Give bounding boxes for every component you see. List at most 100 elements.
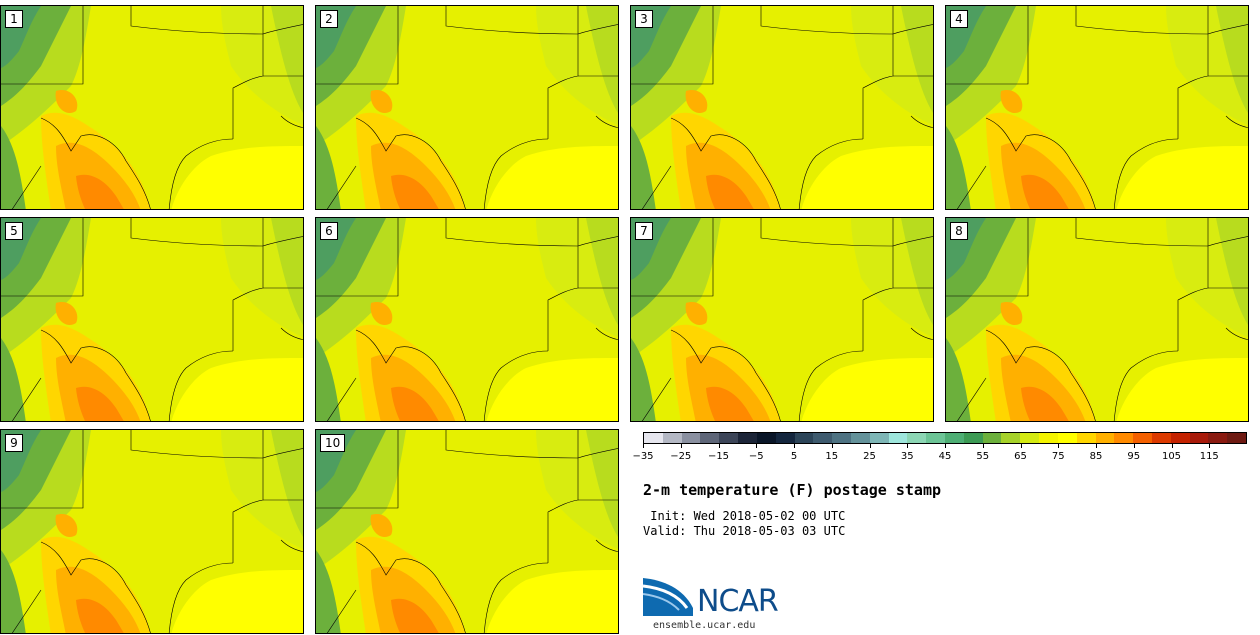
colorbar-tick bbox=[982, 444, 984, 448]
colorbar-swatch bbox=[1151, 433, 1171, 443]
temperature-map bbox=[631, 218, 933, 421]
colorbar-swatch bbox=[907, 433, 927, 443]
colorbar-swatch bbox=[681, 433, 701, 443]
colorbar-tick bbox=[831, 444, 833, 448]
colorbar-swatch bbox=[700, 433, 720, 443]
colorbar-ticks: −35 −25 −15 −5 5 15 25 35 45 55 65 75 85 95 105 115 bbox=[632, 444, 1247, 466]
temperature-map bbox=[316, 430, 618, 633]
temperature-map bbox=[1, 430, 303, 633]
temperature-colorbar bbox=[643, 432, 1247, 444]
colorbar-tick bbox=[907, 444, 909, 448]
colorbar-swatch bbox=[926, 433, 945, 443]
colorbar-tick bbox=[1096, 444, 1097, 448]
colorbar-swatch bbox=[738, 433, 757, 443]
init-time: Init: Wed 2018-05-02 00 UTC bbox=[643, 509, 846, 523]
colorbar-tick-label: 85 bbox=[1089, 451, 1103, 462]
member-label: 3 bbox=[635, 10, 653, 28]
colorbar-swatch bbox=[888, 433, 908, 443]
colorbar-swatch bbox=[1076, 433, 1096, 443]
colorbar-tick-label: −25 bbox=[670, 451, 692, 462]
colorbar-swatch bbox=[1001, 433, 1021, 443]
colorbar-tick bbox=[794, 444, 795, 448]
valid-time: Valid: Thu 2018-05-03 03 UTC bbox=[643, 524, 846, 538]
colorbar-tick bbox=[680, 444, 682, 448]
member-label: 10 bbox=[320, 434, 346, 452]
ncar-logo-icon bbox=[643, 578, 693, 616]
colorbar-tick-label: 55 bbox=[976, 451, 990, 462]
member-panel: 7 bbox=[630, 217, 934, 422]
colorbar-tick-label: 25 bbox=[863, 451, 876, 462]
member-label: 1 bbox=[5, 10, 23, 28]
colorbar-tick bbox=[718, 444, 720, 448]
colorbar-swatch bbox=[1095, 433, 1115, 443]
member-panel: 10 bbox=[315, 429, 619, 634]
colorbar-tick-label: −15 bbox=[707, 451, 730, 462]
colorbar-swatch bbox=[1114, 433, 1134, 443]
member-panel: 5 bbox=[0, 217, 304, 422]
temperature-map bbox=[946, 6, 1248, 209]
colorbar-swatch bbox=[1189, 433, 1209, 443]
colorbar-swatch bbox=[644, 433, 663, 443]
colorbar-tick-label: 15 bbox=[825, 451, 839, 462]
ensemble-url[interactable]: ensemble.ucar.edu bbox=[653, 620, 756, 631]
colorbar-tick-label: 5 bbox=[790, 451, 798, 462]
colorbar-tick-label: 65 bbox=[1014, 451, 1027, 462]
temperature-map bbox=[316, 6, 618, 209]
temperature-map bbox=[1, 218, 303, 421]
member-label: 8 bbox=[950, 222, 968, 240]
member-panel: 6 bbox=[315, 217, 619, 422]
colorbar-tick-label: −5 bbox=[748, 451, 764, 462]
colorbar-tick-label: 35 bbox=[900, 451, 914, 462]
member-label: 9 bbox=[5, 434, 23, 452]
colorbar-tick bbox=[945, 444, 946, 448]
member-label: 2 bbox=[320, 10, 338, 28]
colorbar-tick bbox=[643, 444, 644, 448]
colorbar-swatch bbox=[794, 433, 814, 443]
member-panel: 3 bbox=[630, 5, 934, 210]
member-label: 7 bbox=[635, 222, 653, 240]
member-panel: 4 bbox=[945, 5, 1249, 210]
colorbar-swatch bbox=[869, 433, 889, 443]
colorbar-tick-label: 115 bbox=[1199, 451, 1219, 462]
colorbar-swatch bbox=[1133, 433, 1152, 443]
member-label: 4 bbox=[950, 10, 968, 28]
member-panel: 8 bbox=[945, 217, 1249, 422]
colorbar-swatch bbox=[945, 433, 964, 443]
colorbar-tick bbox=[756, 444, 758, 448]
colorbar-tick-label: 45 bbox=[938, 451, 952, 462]
colorbar-swatch bbox=[850, 433, 870, 443]
colorbar-swatch bbox=[719, 433, 739, 443]
member-label: 5 bbox=[5, 222, 23, 240]
colorbar-swatch bbox=[1039, 433, 1058, 443]
colorbar-tick-label: −35 bbox=[632, 451, 654, 462]
member-label: 6 bbox=[320, 222, 338, 240]
temperature-map bbox=[316, 218, 618, 421]
colorbar-tick bbox=[869, 444, 871, 448]
colorbar-tick-label: 105 bbox=[1161, 451, 1182, 462]
colorbar-swatch bbox=[775, 433, 795, 443]
colorbar-swatch bbox=[1057, 433, 1077, 443]
colorbar-tick bbox=[1020, 444, 1022, 448]
colorbar-tick-label: 75 bbox=[1051, 451, 1065, 462]
colorbar-tick bbox=[1133, 444, 1135, 448]
member-panel: 2 bbox=[315, 5, 619, 210]
colorbar-swatch bbox=[662, 433, 682, 443]
colorbar-swatch bbox=[832, 433, 851, 443]
member-panel: 1 bbox=[0, 5, 304, 210]
temperature-map bbox=[946, 218, 1248, 421]
colorbar-swatch bbox=[1208, 433, 1228, 443]
colorbar-tick bbox=[1058, 444, 1060, 448]
chart-title: 2-m temperature (F) postage stamp bbox=[643, 481, 942, 499]
colorbar-tick bbox=[1209, 444, 1211, 448]
colorbar-swatch bbox=[756, 433, 776, 443]
ncar-logo-text: NCAR bbox=[697, 584, 779, 619]
member-panel: 9 bbox=[0, 429, 304, 634]
colorbar-swatch bbox=[813, 433, 833, 443]
colorbar-swatch bbox=[982, 433, 1002, 443]
temperature-map bbox=[1, 6, 303, 209]
colorbar-tick-label: 95 bbox=[1127, 451, 1141, 462]
colorbar-swatch bbox=[1170, 433, 1190, 443]
colorbar-swatch bbox=[1227, 433, 1246, 443]
colorbar-swatch bbox=[1020, 433, 1040, 443]
temperature-map bbox=[631, 6, 933, 209]
